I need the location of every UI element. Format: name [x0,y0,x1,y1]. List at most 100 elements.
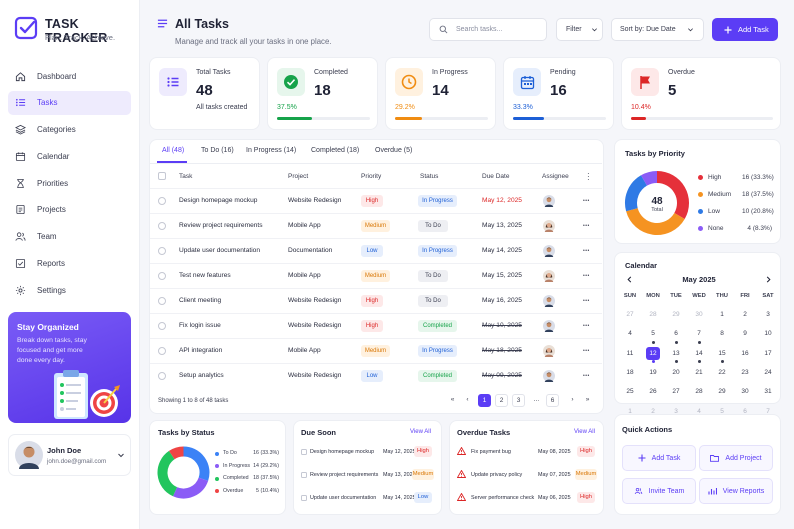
row-checkbox[interactable] [158,222,166,230]
chevron-down-icon[interactable] [117,451,125,459]
column-header-task[interactable]: Task [179,173,193,180]
calendar-day[interactable]: 22 [718,368,726,376]
row-checkbox[interactable] [158,297,166,305]
tab-overdue[interactable]: Overdue (5) [375,147,413,154]
calendar-day[interactable]: 14 [695,349,703,357]
search-input[interactable]: Search tasks... [429,18,547,41]
first-page-icon[interactable]: « [450,396,455,403]
more-options-icon[interactable]: ••• [583,223,590,229]
tab-all[interactable]: All (48) [162,147,185,154]
calendar-day[interactable]: 10 [764,330,772,338]
calendar-day[interactable]: 26 [649,388,657,396]
more-options-icon[interactable]: ••• [583,273,590,279]
calendar-day[interactable]: 7 [766,407,770,415]
quick-view-reports-button[interactable]: View Reports [699,478,773,504]
calendar-day[interactable]: 18 [626,368,634,376]
quick-add-task-button[interactable]: Add Task [622,445,696,471]
table-row[interactable]: Test new features Mobile App Medium To Do Ma… [150,263,602,288]
calendar-day[interactable]: 23 [741,368,749,376]
chevron-left-icon[interactable] [626,276,633,283]
overdue-view-all-link[interactable]: View All [574,429,595,435]
calendar-day[interactable]: 27 [626,311,634,318]
row-checkbox[interactable] [158,197,166,205]
chevron-right-icon[interactable] [765,276,772,283]
calendar-day[interactable]: 17 [764,349,772,357]
task-checkbox[interactable] [301,495,307,501]
task-checkbox[interactable] [301,472,307,478]
sidebar-item-dashboard[interactable]: Dashboard [8,64,131,88]
column-header-status[interactable]: Status [420,173,439,180]
calendar-day[interactable]: 16 [741,349,749,357]
table-row[interactable]: Client meeting Website Redesign High To Do M… [150,288,602,313]
calendar-day[interactable]: 2 [743,311,747,318]
select-all-checkbox[interactable] [158,172,166,180]
calendar-day[interactable]: 3 [766,311,770,318]
calendar-day[interactable]: 4 [697,407,701,415]
column-header-due-date[interactable]: Due Date [482,173,510,180]
tab-todo[interactable]: To Do (16) [201,147,234,154]
task-checkbox[interactable] [301,449,307,455]
calendar-day[interactable]: 2 [651,407,655,415]
page-2-button[interactable]: 2 [495,394,508,407]
calendar-day[interactable]: 13 [672,349,680,357]
page-6-button[interactable]: 6 [546,394,559,407]
quick-invite-team-button[interactable]: Invite Team [622,478,696,504]
sidebar-item-settings[interactable]: Settings [8,278,131,302]
sort-dropdown[interactable]: Sort by: Due Date [611,18,704,41]
quick-add-project-button[interactable]: Add Project [699,445,773,471]
calendar-day[interactable]: 5 [651,330,655,338]
calendar-day[interactable]: 21 [695,368,703,376]
column-header-assignee[interactable]: Assignee [542,173,569,180]
table-row[interactable]: API integration Mobile App Medium In Progre… [150,338,602,363]
table-row[interactable]: Fix login issue Website Redesign High Compl… [150,313,602,338]
more-options-icon[interactable]: ••• [583,298,590,304]
calendar-day[interactable]: 19 [649,368,657,376]
due-soon-view-all-link[interactable]: View All [410,429,431,435]
calendar-day[interactable]: 15 [718,349,726,357]
table-row[interactable]: Update user documentation Documentation Lo… [150,238,602,263]
sidebar-item-reports[interactable]: Reports [8,252,131,276]
calendar-day[interactable]: 29 [718,388,726,396]
calendar-day[interactable]: 31 [764,388,772,396]
user-profile[interactable]: John Doe john.doe@gmail.com [8,434,131,476]
calendar-day[interactable]: 9 [743,330,747,338]
calendar-day[interactable]: 3 [674,407,678,415]
table-row[interactable]: Review project requirements Mobile App Med… [150,213,602,238]
tab-in-progress[interactable]: In Progress (14) [246,147,297,154]
row-checkbox[interactable] [158,347,166,355]
calendar-day[interactable]: 4 [628,330,632,338]
calendar-day[interactable]: 1 [628,407,632,415]
calendar-day[interactable]: 11 [626,349,634,357]
calendar-day[interactable]: 24 [764,368,772,376]
add-task-button[interactable]: Add Task [712,18,778,41]
row-checkbox[interactable] [158,272,166,280]
sidebar-item-priorities[interactable]: Priorities [8,171,131,195]
calendar-day[interactable]: 1 [720,311,724,318]
table-row[interactable]: Setup analytics Website Redesign Low Comple… [150,363,602,388]
calendar-day[interactable]: 29 [672,311,680,318]
sidebar-item-tasks[interactable]: Tasks [8,90,131,115]
column-header-project[interactable]: Project [288,173,309,180]
calendar-day[interactable]: 6 [674,330,678,338]
next-page-icon[interactable]: › [571,396,574,403]
column-options-icon[interactable]: · · · [587,169,590,184]
tab-completed[interactable]: Completed (18) [311,147,360,154]
page-1-button[interactable]: 1 [478,394,491,407]
calendar-day[interactable]: 7 [697,330,701,338]
sidebar-item-projects[interactable]: Projects [8,198,131,222]
calendar-day[interactable]: 28 [695,388,703,396]
sidebar-item-team[interactable]: Team [8,225,131,249]
calendar-day[interactable]: 28 [649,311,657,318]
column-header-priority[interactable]: Priority [361,173,382,180]
calendar-day-selected[interactable]: 12 [646,346,660,360]
calendar-day[interactable]: 25 [626,388,634,396]
calendar-day[interactable]: 8 [720,330,724,338]
prev-page-icon[interactable]: ‹ [466,396,469,403]
calendar-day[interactable]: 30 [741,388,749,396]
calendar-day[interactable]: 30 [695,311,703,318]
calendar-day[interactable]: 20 [672,368,680,376]
row-checkbox[interactable] [158,247,166,255]
last-page-icon[interactable]: » [585,396,590,403]
more-options-icon[interactable]: ••• [583,198,590,204]
row-checkbox[interactable] [158,372,166,380]
